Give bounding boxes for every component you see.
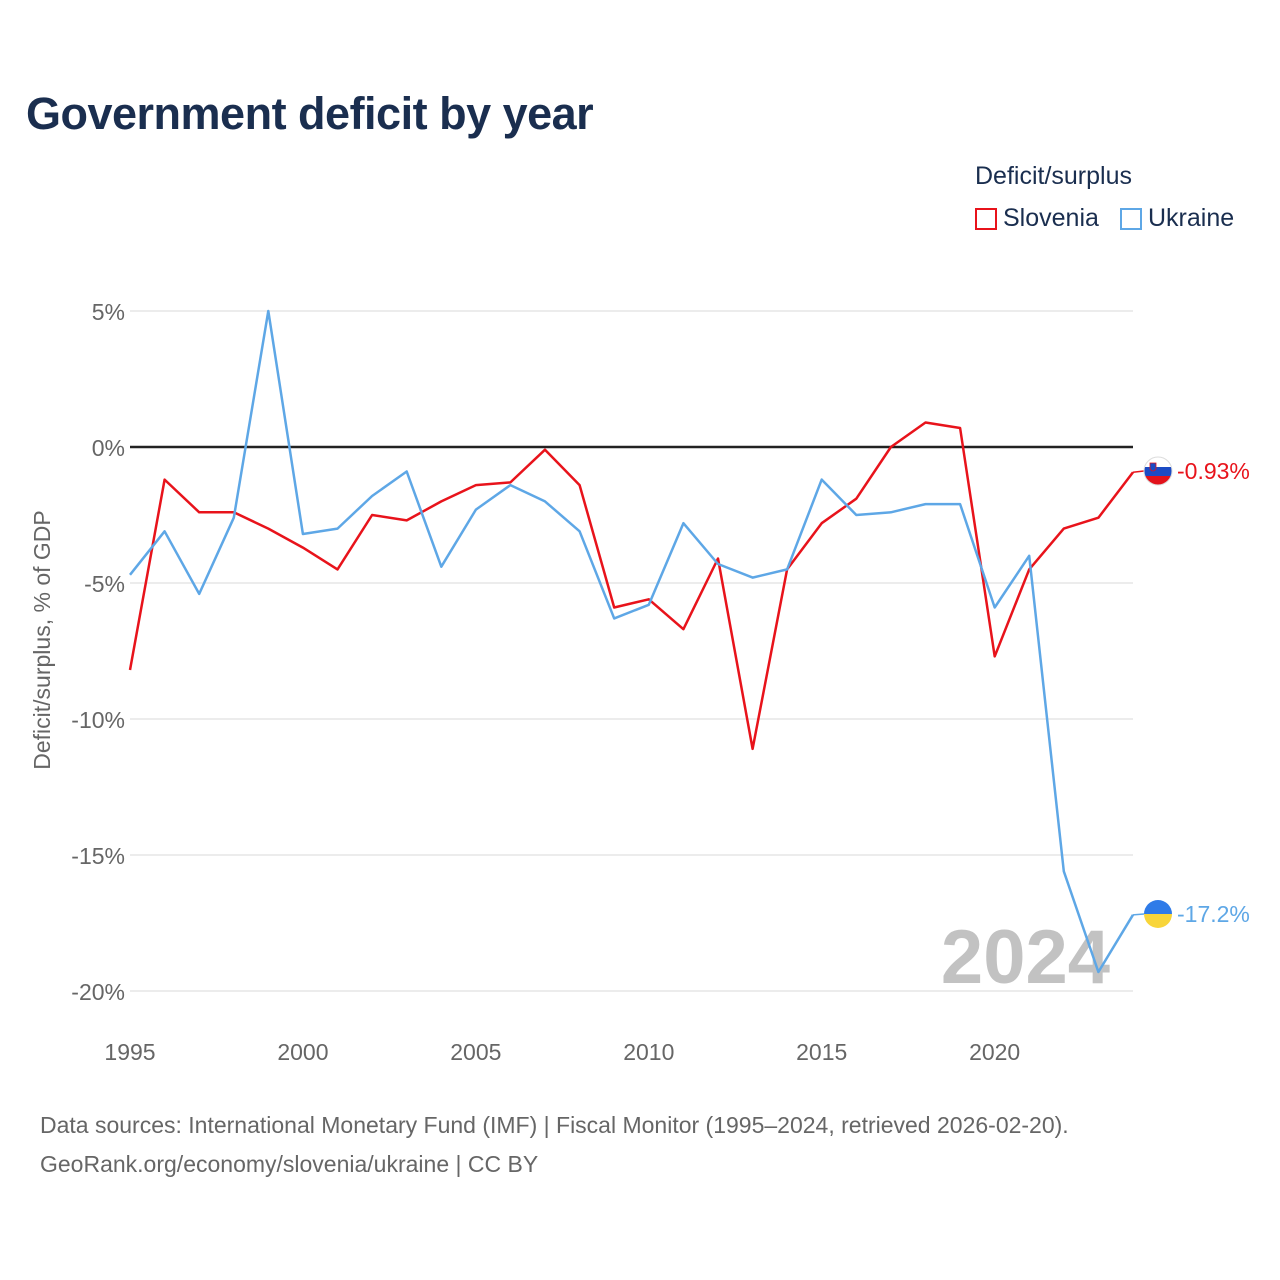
source-line: Data sources: International Monetary Fun… bbox=[40, 1112, 1069, 1138]
x-tick-label: 2015 bbox=[796, 1039, 847, 1065]
series-line-slovenia[interactable] bbox=[128, 421, 1134, 751]
year-watermark: 2024 bbox=[941, 915, 1110, 1000]
ukraine-flag-icon bbox=[1144, 900, 1172, 928]
legend-item-ukraine[interactable]: Ukraine bbox=[1120, 204, 1234, 233]
y-tick-label: -10% bbox=[71, 707, 125, 733]
x-tick-label: 2005 bbox=[450, 1039, 501, 1065]
y-tick-label: -5% bbox=[84, 571, 125, 597]
slovenia-flag-icon bbox=[1144, 457, 1172, 485]
legend-label-ukraine: Ukraine bbox=[1148, 204, 1235, 232]
legend-item-slovenia[interactable]: Slovenia bbox=[975, 204, 1099, 233]
y-tick-label: -20% bbox=[71, 979, 125, 1005]
source-url[interactable]: GeoRank.org/economy/slovenia/ukraine | C… bbox=[40, 1151, 539, 1177]
source-note: Data sources: International Monetary Fun… bbox=[40, 1106, 1069, 1184]
end-label-connector bbox=[1132, 470, 1145, 474]
end-value-label-ukraine: -17.2% bbox=[1177, 901, 1250, 927]
legend-swatch-ukraine bbox=[1120, 207, 1142, 230]
y-tick-label: 0% bbox=[92, 435, 125, 461]
end-label-connector bbox=[1132, 913, 1145, 916]
page-title: Government deficit by year bbox=[26, 88, 594, 139]
slovenia-flag-border bbox=[1143, 456, 1173, 486]
y-tick-label: 5% bbox=[92, 299, 125, 325]
legend-title: Deficit/surplus bbox=[975, 162, 1132, 190]
legend-label-slovenia: Slovenia bbox=[1003, 204, 1099, 232]
x-tick-label: 2000 bbox=[277, 1039, 328, 1065]
legend-swatch-slovenia bbox=[975, 207, 997, 230]
y-axis-label: Deficit/surplus, % of GDP bbox=[29, 510, 55, 769]
x-tick-label: 1995 bbox=[104, 1039, 155, 1065]
y-tick-label: -15% bbox=[71, 843, 125, 869]
series-line-ukraine[interactable] bbox=[129, 309, 1135, 974]
x-tick-label: 2020 bbox=[969, 1039, 1020, 1065]
end-value-label-slovenia: -0.93% bbox=[1177, 458, 1250, 484]
x-tick-label: 2010 bbox=[623, 1039, 674, 1065]
